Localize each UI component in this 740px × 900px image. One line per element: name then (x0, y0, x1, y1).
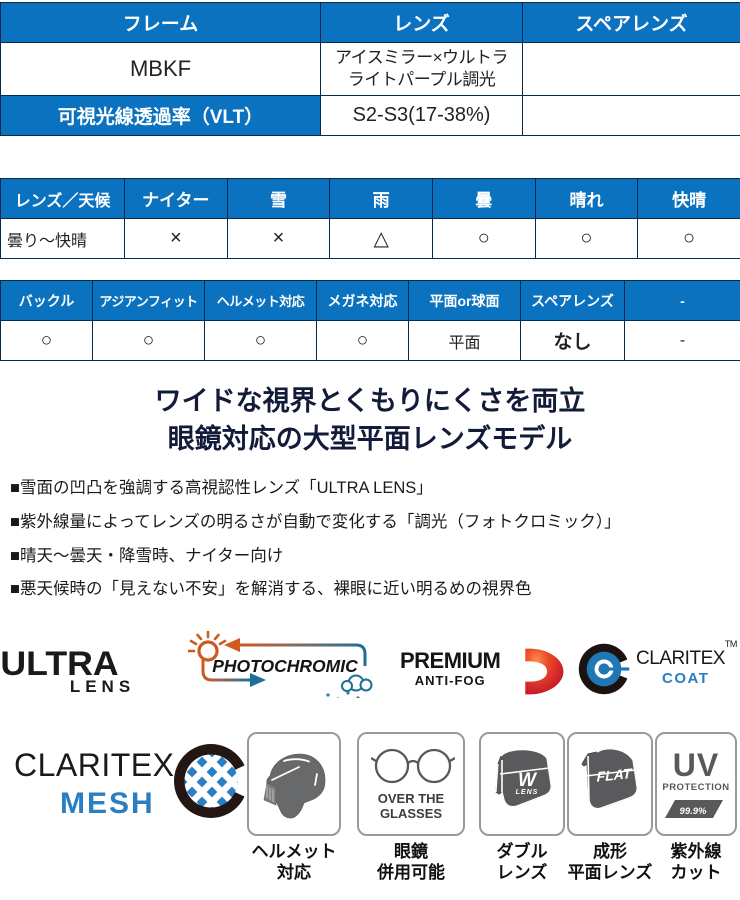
svg-text:99.9%: 99.9% (680, 806, 707, 817)
svg-text:PHOTOCHROMIC: PHOTOCHROMIC (212, 656, 358, 676)
svg-text:LENS: LENS (516, 789, 539, 796)
svg-text:W: W (518, 770, 538, 791)
